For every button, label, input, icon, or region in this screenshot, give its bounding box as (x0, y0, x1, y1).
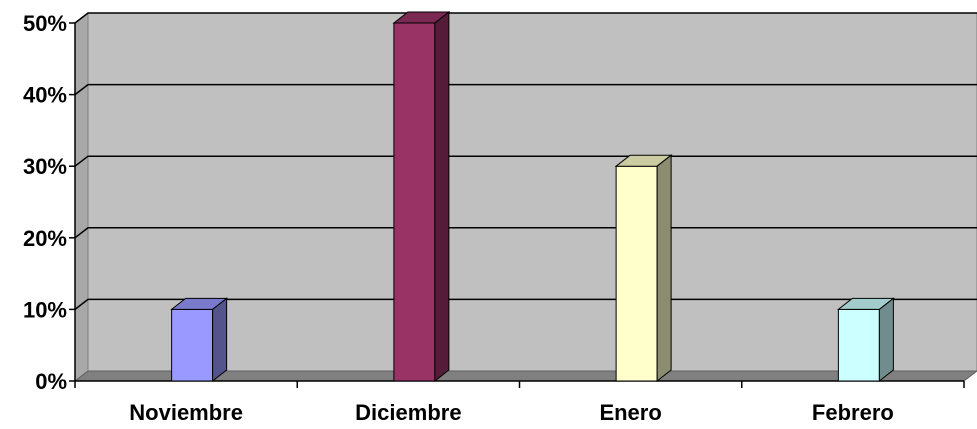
x-category-label: Febrero (812, 400, 894, 425)
bar-front (171, 308, 214, 382)
gridline (74, 298, 977, 310)
gridline (74, 12, 977, 24)
bar (614, 154, 673, 383)
y-tick-label: 20% (23, 226, 67, 251)
gridline (74, 155, 977, 167)
y-tick-label: 40% (23, 83, 67, 108)
side-wall (74, 11, 89, 383)
bar (170, 297, 229, 383)
bar-side (878, 297, 894, 383)
bar-side (212, 297, 228, 383)
bar-front (837, 308, 880, 382)
plot-wall (73, 11, 977, 383)
bar (836, 297, 895, 383)
x-axis-labels: Noviembre Diciembre Enero Febrero (129, 400, 894, 425)
x-category-label: Noviembre (129, 400, 243, 425)
y-axis-ticks: 0% 10% 20% 30% 40% 50% (23, 11, 67, 394)
y-tick-label: 0% (35, 369, 67, 394)
x-category-label: Diciembre (355, 400, 461, 425)
bars (170, 10, 895, 383)
bar-front (393, 22, 436, 382)
gridlines (74, 12, 977, 310)
gridline (74, 83, 977, 96)
y-tick-label: 50% (23, 11, 67, 36)
bar (392, 10, 451, 383)
gridline (74, 227, 977, 239)
bar-front (615, 165, 658, 382)
y-tick-label: 10% (23, 297, 67, 322)
axes (69, 22, 965, 388)
bar-side (656, 154, 672, 383)
bar-side (434, 10, 450, 383)
back-wall (87, 12, 977, 372)
y-tick-label: 30% (23, 154, 67, 179)
x-category-label: Enero (599, 400, 661, 425)
